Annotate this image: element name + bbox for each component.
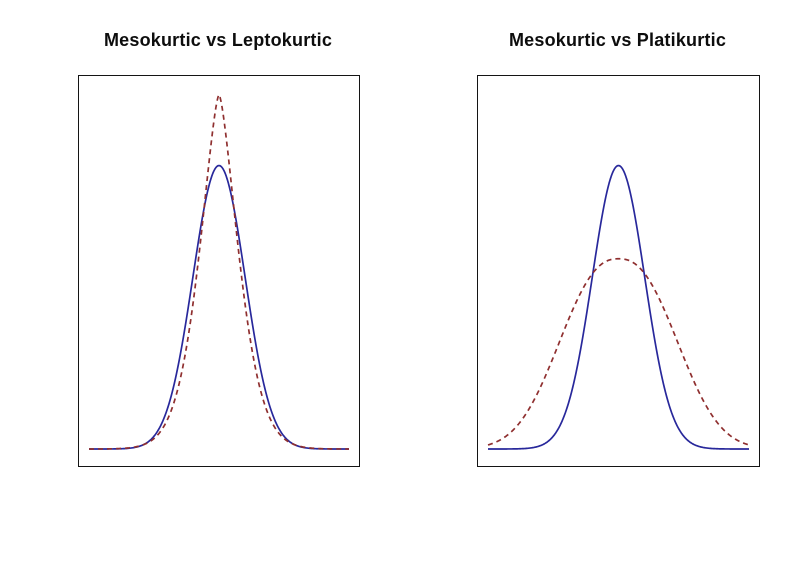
left-chart-plot-area (89, 93, 349, 450)
platikurtic-curve (487, 257, 750, 446)
right-chart-plot-area (487, 164, 750, 450)
left-chart-panel (78, 75, 360, 467)
right-chart-panel (477, 75, 760, 467)
mesokurtic-curve (89, 164, 349, 450)
left-chart-title: Mesokurtic vs Leptokurtic (103, 30, 333, 50)
leptokurtic-curve (89, 93, 349, 450)
right-chart-title: Mesokurtic vs Platikurtic (508, 30, 727, 50)
mesokurtic-curve (488, 164, 749, 450)
